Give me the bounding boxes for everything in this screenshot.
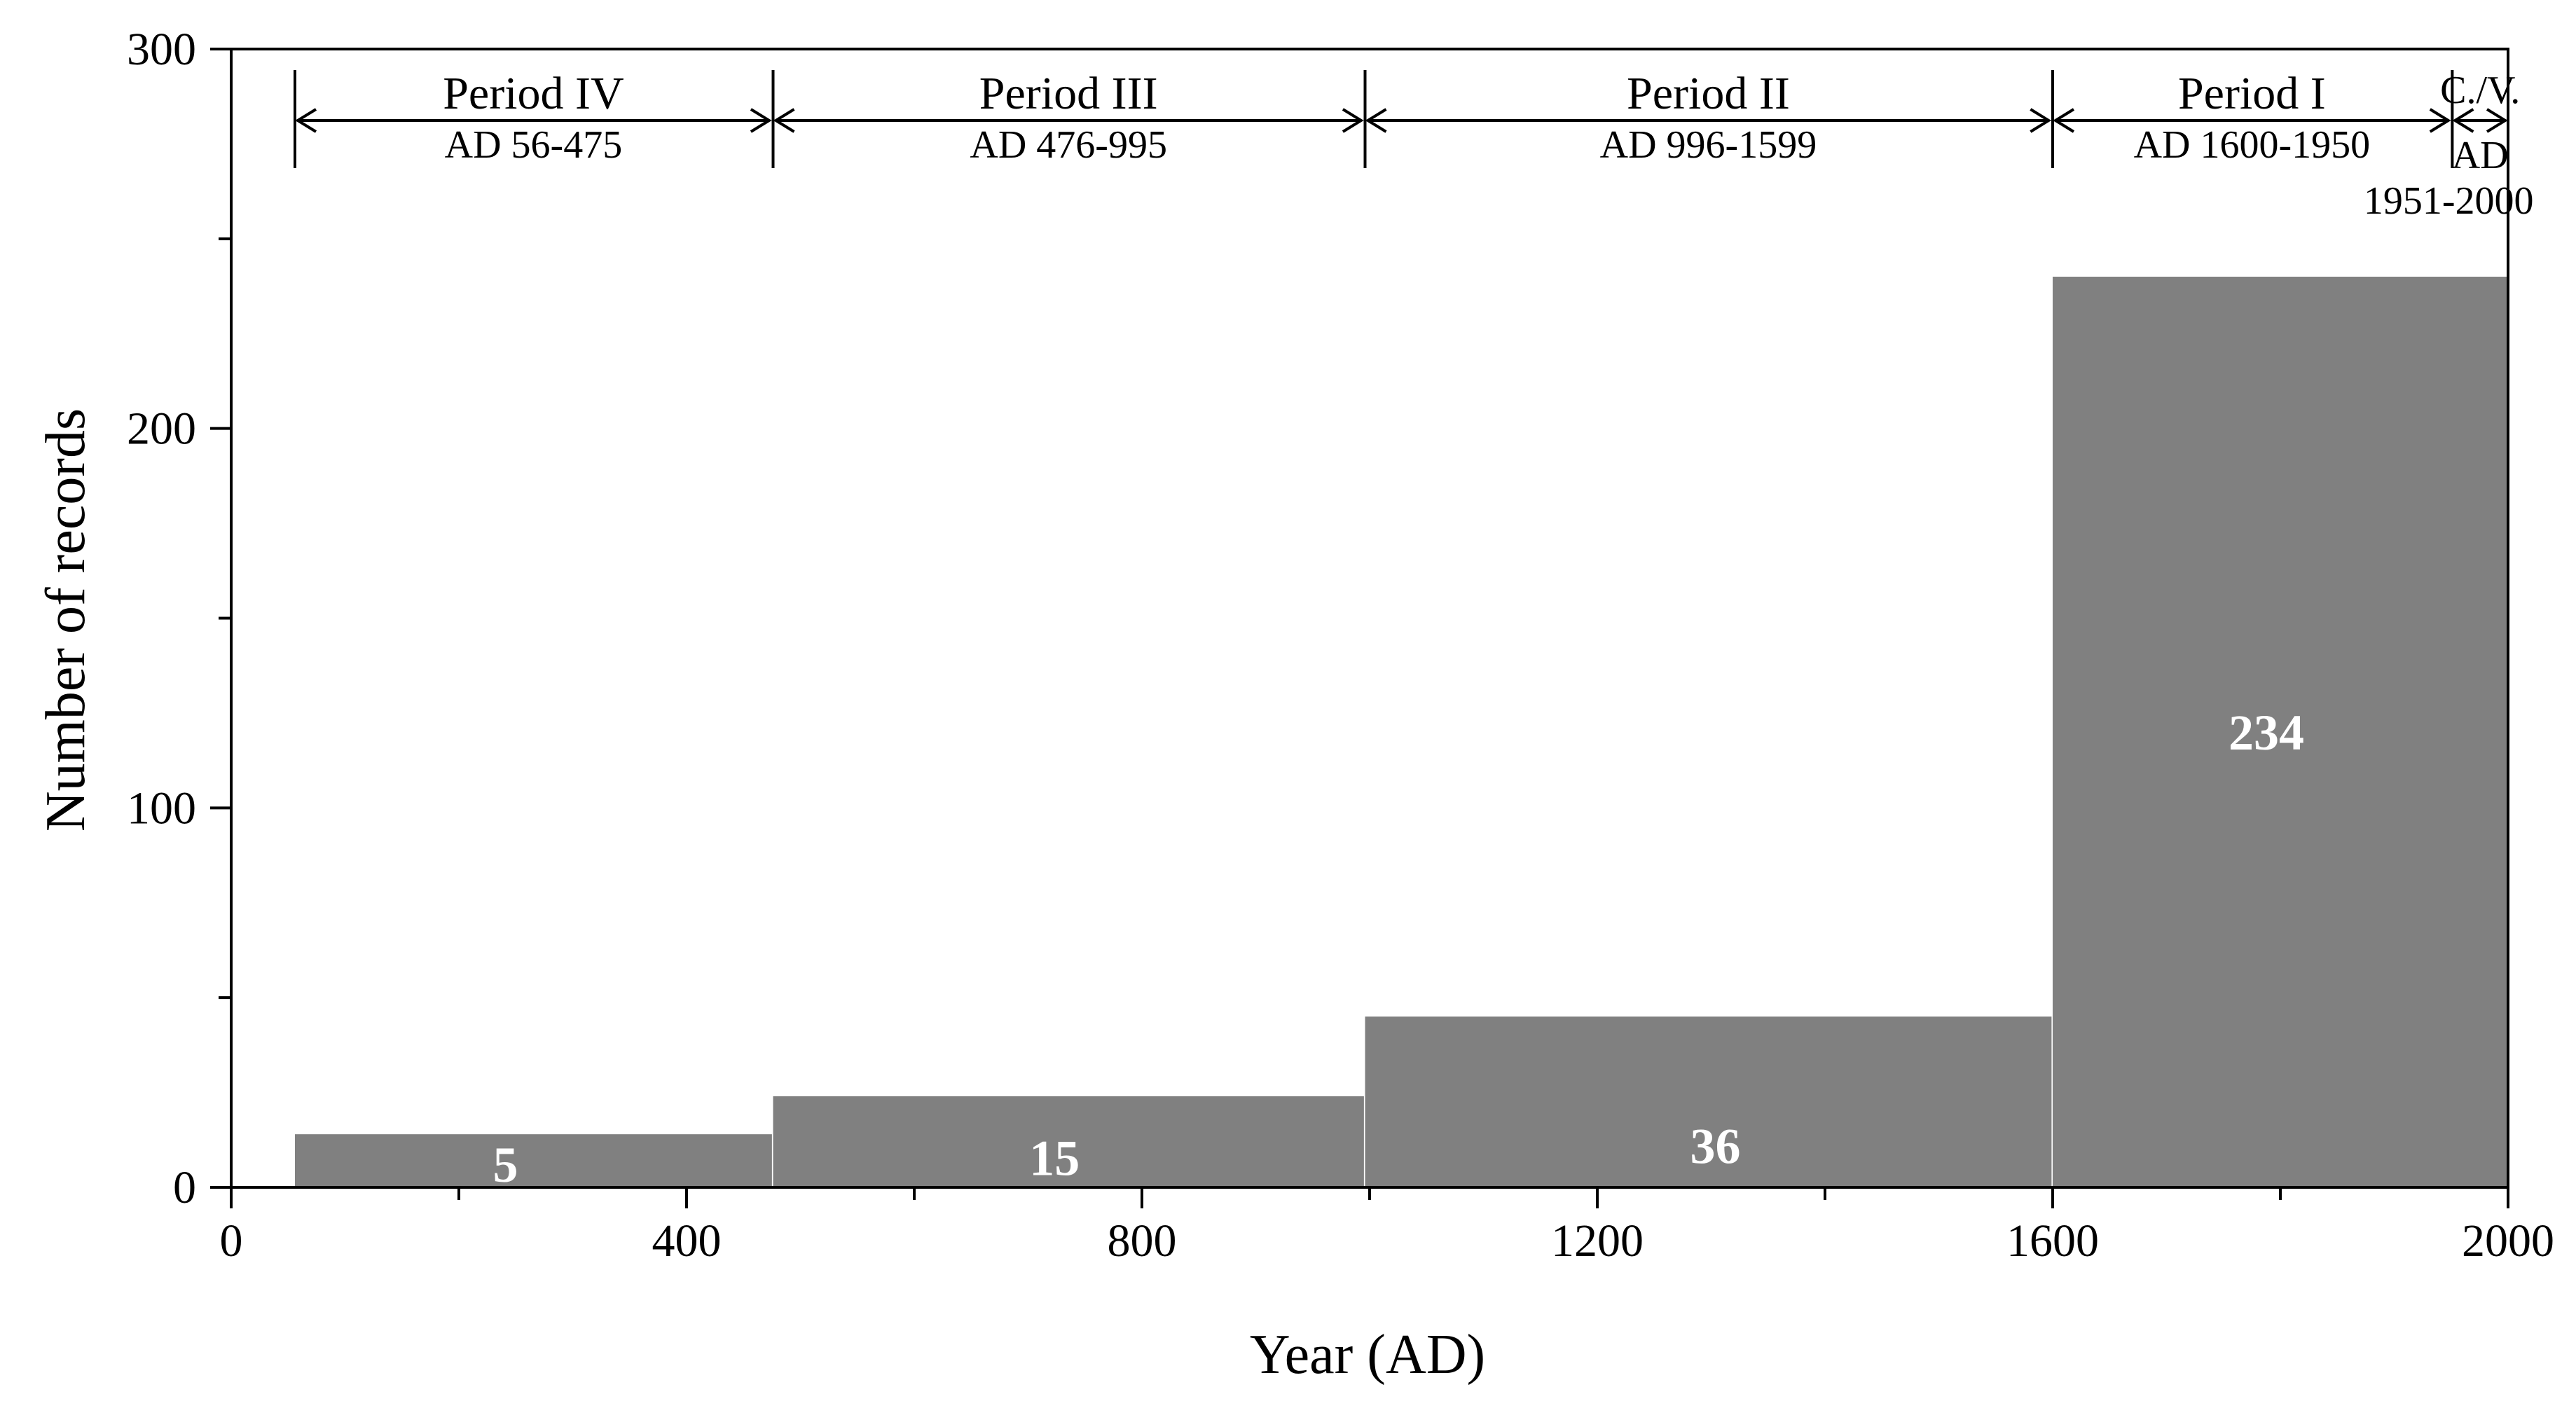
bar-label-2: 36: [1690, 1118, 1740, 1174]
bar-label-3: 234: [2229, 705, 2304, 761]
y-tick-label-3: 300: [127, 24, 196, 75]
period-arrowhead-right-1: [1342, 108, 1364, 133]
y-tick-label-2: 200: [127, 403, 196, 455]
period-range-2: AD 996-1599: [1600, 123, 1817, 167]
period-arrowhead-left-0: [295, 108, 317, 133]
period-range-line1-4: AD: [2452, 134, 2509, 177]
period-name-1: Period III: [979, 68, 1158, 119]
y-axis-title: Number of records: [35, 408, 97, 831]
x-axis-title: Year (AD): [1250, 1324, 1485, 1386]
period-name-0: Period IV: [443, 68, 624, 119]
period-name-3: Period I: [2178, 68, 2326, 119]
x-tick-label-4: 1600: [2006, 1215, 2099, 1267]
x-tick-label-5: 2000: [2462, 1215, 2554, 1267]
y-tick-label-0: 0: [173, 1162, 196, 1213]
period-range-0: AD 56-475: [445, 123, 623, 167]
bar-0: [295, 1134, 772, 1187]
x-tick-label-0: 0: [220, 1215, 243, 1267]
x-tick-label-1: 400: [652, 1215, 722, 1267]
x-tick-label-2: 800: [1108, 1215, 1177, 1267]
period-name-2: Period II: [1627, 68, 1790, 119]
bar-label-1: 15: [1029, 1131, 1080, 1187]
bar-3: [2053, 277, 2508, 1187]
period-arrowhead-right-3: [2429, 108, 2451, 133]
period-arrowhead-left-3: [2053, 108, 2075, 133]
period-arrowhead-left-1: [773, 108, 795, 133]
bar-1: [773, 1096, 1364, 1187]
period-range-1: AD 476-995: [970, 123, 1167, 167]
y-tick-label-1: 100: [127, 782, 196, 834]
period-arrowhead-right-4: [2486, 108, 2508, 133]
period-arrowhead-left-2: [1365, 108, 1387, 133]
period-arrowhead-right-2: [2030, 108, 2052, 133]
axes-layer: 0 400 800 1200 1600 2000 0 100 200 300: [127, 24, 2554, 1267]
period-range-line2-4: 1951-2000: [2364, 179, 2534, 223]
bar-2: [1365, 1016, 2052, 1187]
x-tick-label-3: 1200: [1551, 1215, 1644, 1267]
period-arrowhead-right-0: [750, 108, 772, 133]
period-range-3: AD 1600-1950: [2134, 123, 2371, 167]
bars-layer: 5 15 36 234: [295, 277, 2508, 1193]
bar-label-0: 5: [493, 1137, 518, 1193]
period-arrowhead-left-4: [2452, 108, 2474, 133]
